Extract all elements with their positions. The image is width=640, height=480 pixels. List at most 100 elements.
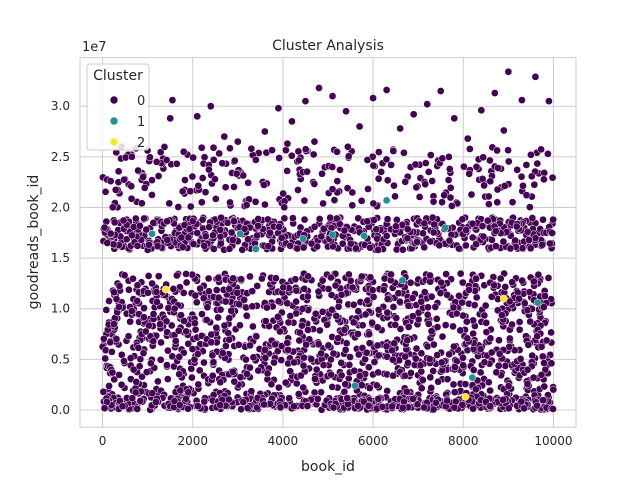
cluster-0-point: [345, 361, 354, 369]
cluster-0-point: [240, 225, 249, 233]
cluster-0-point: [394, 289, 403, 298]
cluster-0-point: [478, 222, 487, 230]
cluster-0-point: [355, 372, 364, 380]
cluster-0-point: [529, 373, 538, 382]
cluster-0-point: [461, 380, 470, 388]
cluster-0-point: [175, 401, 184, 409]
cluster-0-point: [424, 168, 433, 176]
cluster-0-point: [450, 342, 458, 351]
cluster-1-point: [533, 298, 542, 307]
cluster-0-point: [327, 355, 335, 364]
cluster-0-point: [203, 303, 212, 312]
cluster-0-point: [400, 397, 408, 406]
cluster-0-point: [366, 273, 375, 282]
cluster-0-point: [163, 375, 172, 383]
cluster-0-point: [136, 221, 144, 230]
cluster-0-point: [436, 87, 445, 95]
cluster-0-point: [415, 193, 424, 201]
cluster-1-point: [148, 229, 156, 238]
cluster-0-point: [511, 236, 519, 245]
cluster-0-point: [221, 297, 230, 306]
cluster-0-point: [374, 395, 383, 403]
cluster-0-point: [437, 278, 446, 287]
cluster-0-point: [214, 293, 223, 302]
cluster-0-point: [101, 354, 110, 363]
cluster-0-point: [328, 383, 337, 391]
cluster-0-point: [225, 285, 234, 293]
cluster-0-point: [426, 237, 435, 246]
cluster-0-point: [396, 325, 405, 333]
cluster-0-point: [337, 371, 346, 380]
cluster-0-point: [406, 278, 415, 287]
cluster-0-point: [328, 305, 336, 314]
cluster-0-point: [513, 166, 522, 174]
cluster-0-point: [209, 231, 217, 240]
cluster-0-point: [486, 177, 495, 186]
cluster-0-point: [207, 338, 216, 347]
cluster-0-point: [469, 404, 477, 413]
cluster-0-point: [533, 332, 542, 341]
cluster-0-point: [254, 221, 262, 230]
cluster-0-point: [368, 286, 377, 294]
x-tick-label: 0: [99, 434, 107, 448]
cluster-0-point: [383, 308, 392, 317]
cluster-0-point: [263, 303, 271, 312]
cluster-0-point: [508, 320, 516, 329]
cluster-0-point: [493, 185, 502, 194]
cluster-0-point: [131, 388, 140, 397]
cluster-0-point: [280, 203, 289, 212]
cluster-0-point: [242, 355, 250, 364]
cluster-0-point: [136, 397, 145, 405]
cluster-0-point: [448, 202, 456, 210]
cluster-0-point: [307, 239, 316, 248]
cluster-0-point: [147, 359, 155, 368]
cluster-0-point: [518, 96, 526, 104]
cluster-0-point: [191, 291, 200, 300]
cluster-0-point: [152, 158, 161, 166]
cluster-0-point: [216, 305, 225, 314]
cluster-0-point: [261, 317, 270, 325]
cluster-0-point: [301, 145, 310, 154]
y-tick-label: 2.5: [51, 150, 70, 164]
cluster-0-point: [253, 231, 261, 240]
cluster-0-point: [330, 196, 339, 205]
cluster-0-point: [169, 285, 178, 293]
cluster-0-point: [462, 241, 470, 250]
cluster-0-point: [483, 216, 492, 225]
cluster-0-point: [312, 365, 321, 374]
cluster-0-point: [134, 166, 142, 175]
cluster-0-point: [261, 346, 269, 354]
cluster-0-point: [472, 385, 480, 394]
cluster-0-point: [343, 184, 352, 192]
cluster-0-point: [235, 300, 243, 309]
cluster-0-point: [323, 320, 331, 329]
cluster-0-point: [299, 361, 308, 370]
cluster-0-point: [162, 156, 171, 164]
cluster-0-point: [416, 361, 425, 370]
cluster-0-point: [522, 191, 531, 199]
cluster-0-point: [549, 385, 558, 394]
cluster-0-point: [450, 388, 459, 397]
cluster-0-point: [528, 214, 537, 222]
cluster-0-point: [391, 192, 399, 201]
cluster-0-point: [140, 214, 148, 223]
cluster-0-point: [518, 244, 527, 252]
cluster-0-point: [479, 153, 488, 162]
cluster-0-point: [469, 329, 477, 338]
cluster-0-point: [281, 378, 290, 387]
cluster-0-point: [154, 172, 163, 180]
cluster-0-point: [197, 143, 206, 152]
legend: Cluster 0 1 2: [86, 63, 150, 151]
cluster-0-point: [126, 354, 135, 362]
cluster-0-point: [438, 198, 446, 207]
cluster-0-point: [348, 283, 357, 292]
cluster-0-point: [282, 146, 290, 155]
cluster-0-point: [115, 282, 124, 290]
cluster-0-point: [283, 167, 291, 175]
cluster-0-point: [252, 156, 260, 164]
cluster-0-point: [458, 298, 466, 307]
cluster-0-point: [199, 294, 208, 303]
cluster-0-point: [200, 242, 209, 250]
cluster-0-point: [239, 171, 248, 180]
cluster-0-point: [295, 336, 304, 345]
